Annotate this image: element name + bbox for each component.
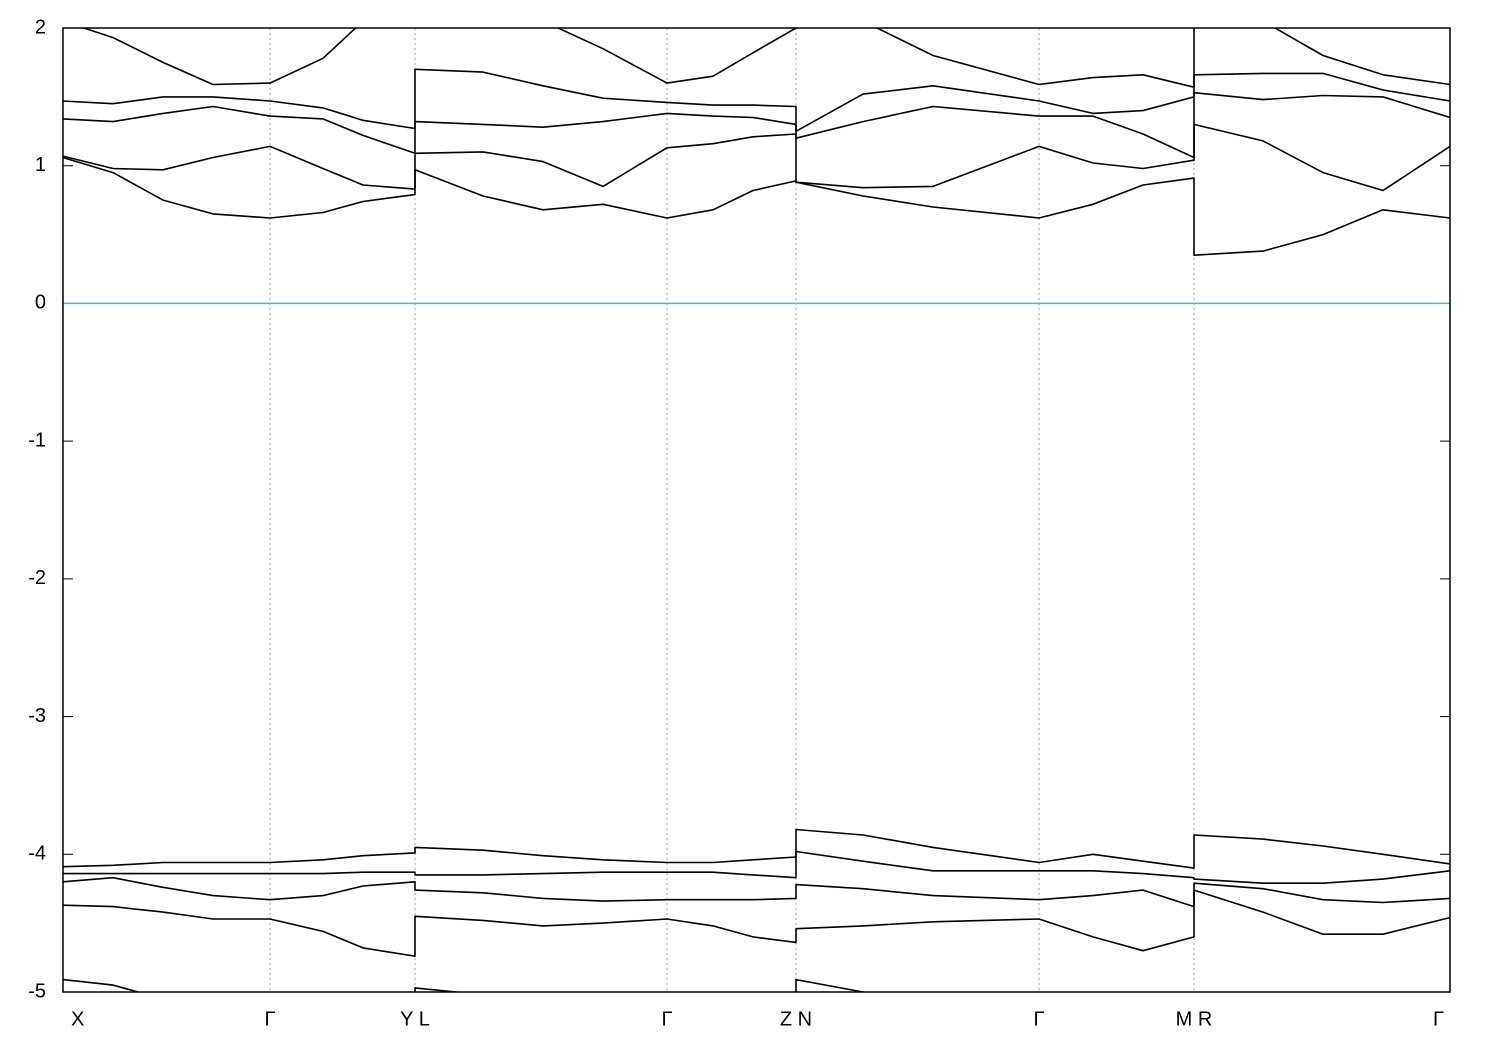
y-tick-label: -3 [28,705,46,727]
band-line [63,828,1450,869]
y-tick-label: -1 [28,429,46,451]
x-tick-label: X [71,1008,84,1030]
y-tick-label: 1 [35,154,46,176]
y-tick-label: -2 [28,567,46,589]
x-tick-label: Z N [780,1008,812,1030]
band-line [63,889,1450,958]
x-tick-label: Γ [264,1008,275,1030]
band-line [63,91,1450,159]
y-tick-label: -5 [28,980,46,1002]
x-tick-label: Y L [400,1008,430,1030]
x-tick-label: Γ [1433,1008,1444,1030]
plot-frame [62,27,1451,993]
y-tick-label: -4 [28,843,46,865]
x-tick-label: Γ [1033,1008,1044,1030]
band-line [63,156,1450,256]
band-line [81,28,1450,88]
y-tick-label: 0 [35,292,46,314]
band-line [63,850,1450,885]
x-tick-label: M R [1176,1008,1213,1030]
x-tick-label: Γ [661,1008,672,1030]
bands [63,28,1450,992]
y-tick-label: 2 [35,16,46,38]
